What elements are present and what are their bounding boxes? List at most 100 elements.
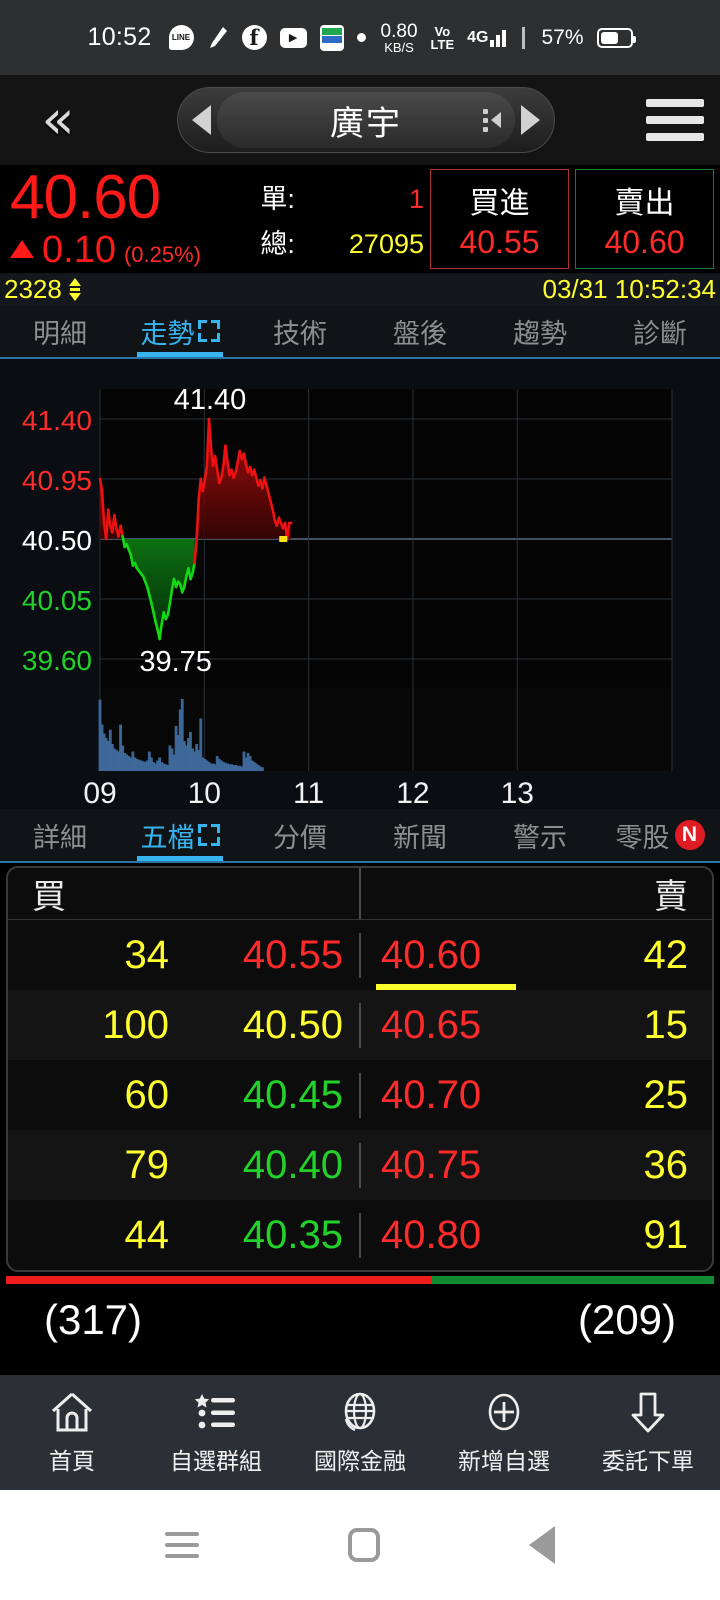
table-row[interactable]: 100 40.50 40.65 15: [8, 990, 712, 1060]
status-time: 10:52: [87, 23, 152, 51]
net-speed: 0.80 KB/S: [381, 22, 418, 54]
tab-jingshi[interactable]: 警示: [480, 809, 600, 861]
stock-code-block[interactable]: 2328: [4, 274, 81, 305]
sell-side: 40.70 25: [361, 1073, 712, 1118]
nav-label: 委託下單: [602, 1448, 694, 1474]
table-row[interactable]: 79 40.40 40.75 36: [8, 1130, 712, 1200]
dot-icon: [356, 33, 366, 42]
buy-price: 40.40: [242, 1142, 343, 1187]
sell-qty: 25: [643, 1072, 689, 1117]
svg-text:40.95: 40.95: [22, 465, 92, 496]
tab-fenjia[interactable]: 分價: [240, 809, 360, 861]
nav-item-home[interactable]: 首頁: [0, 1389, 144, 1476]
brush-icon: [207, 26, 229, 50]
table-row[interactable]: 44 40.35 40.80 91: [8, 1200, 712, 1270]
single-label: 單:: [260, 184, 295, 214]
tab-label: 技術: [273, 318, 327, 349]
stock-code: 2328: [4, 273, 62, 304]
tab-qushi[interactable]: 趨勢: [480, 305, 600, 357]
table-row[interactable]: 60 40.45 40.70 25: [8, 1060, 712, 1130]
table-row[interactable]: 34 40.55 40.60 42: [8, 920, 712, 990]
svg-text:40.50: 40.50: [22, 525, 92, 556]
expand-icon[interactable]: [197, 824, 220, 846]
svg-text:11: 11: [293, 777, 324, 809]
symbol-pill[interactable]: 廣宇: [217, 92, 515, 148]
status-divider: [522, 26, 526, 49]
best-ask-highlight: [376, 984, 516, 990]
sell-qty: 36: [643, 1142, 689, 1187]
tab-panhou[interactable]: 盤後: [360, 305, 480, 357]
intraday-chart[interactable]: 41.40 40.95 40.50 40.05 39.60 09 10 11 12 13 41.40…: [0, 359, 720, 809]
back-button[interactable]: «: [41, 88, 75, 151]
code-bar: 2328 03/31 10:52:34: [0, 273, 720, 305]
sell-side: 40.65 15: [361, 1003, 712, 1048]
tab-wudang[interactable]: 五檔: [120, 809, 240, 861]
tab-xinwen[interactable]: 新聞: [360, 809, 480, 861]
symbol-collapse-icon[interactable]: [483, 108, 501, 132]
buy-price: 40.35: [242, 1212, 343, 1257]
next-symbol-icon[interactable]: [521, 105, 540, 135]
tab-label: 走勢: [140, 318, 195, 349]
tab-jishu[interactable]: 技術: [240, 305, 360, 357]
symbol-selector[interactable]: 廣宇: [177, 87, 555, 153]
page-title: 廣宇: [330, 104, 402, 143]
volume-block: 單: 1 總: 27095: [256, 169, 424, 269]
sell-price: 40.70: [381, 1072, 482, 1117]
buy-qty: 100: [102, 1002, 169, 1047]
tab-zoushi[interactable]: 走勢: [120, 305, 240, 357]
nav-item-global[interactable]: 國際金融: [288, 1389, 432, 1476]
svg-text:39.75: 39.75: [139, 646, 212, 678]
buy-side: 100 40.50: [8, 1002, 361, 1048]
tab-xiangxi[interactable]: 詳細: [0, 809, 120, 861]
buy-side: 60 40.45: [8, 1072, 361, 1118]
signal-icon: 4G: [467, 28, 507, 47]
chart-canvas: 41.40 40.95 40.50 40.05 39.60 09 10 11 12 13 41.40…: [22, 384, 673, 809]
tabs-underline: [0, 357, 720, 359]
tab-label: 詳細: [33, 822, 87, 853]
sell-price: 40.65: [381, 1002, 482, 1047]
star-list-icon: [193, 1389, 239, 1435]
tab-linggu[interactable]: 零股 N: [600, 809, 720, 861]
chart-tabs: 明細 走勢 技術 盤後 趨勢 診斷: [0, 305, 720, 357]
nav-item-watchlist[interactable]: 自選群組: [144, 1389, 288, 1476]
detail-tabs-underline: [0, 861, 720, 863]
prev-symbol-icon[interactable]: [192, 105, 211, 135]
buy-qty: 44: [124, 1212, 170, 1257]
nav-item-add-watch[interactable]: 新增自選: [432, 1389, 576, 1476]
nav-label: 新增自選: [458, 1448, 550, 1474]
tab-zhenduan[interactable]: 診斷: [600, 305, 720, 357]
sell-price: 40.60: [381, 932, 482, 977]
buy-sell-ratio-bar: [6, 1276, 714, 1284]
tab-mingxi[interactable]: 明細: [0, 305, 120, 357]
globe-icon: [337, 1389, 383, 1435]
back-icon[interactable]: [529, 1526, 556, 1564]
buy-side: 34 40.55: [8, 932, 361, 978]
buy-button[interactable]: 買進 40.55: [430, 169, 569, 269]
total-volume-row: 總: 27095: [260, 222, 424, 261]
sell-button[interactable]: 賣出 40.60: [575, 169, 714, 269]
facebook-icon: f: [241, 25, 267, 50]
quote-timestamp: 03/31 10:52:34: [542, 273, 717, 304]
tab-label: 分價: [273, 822, 327, 853]
app-header: « 廣宇: [0, 75, 720, 165]
buy-price: 40.45: [242, 1072, 343, 1117]
buy-qty: 34: [124, 932, 170, 977]
sell-total: (209): [577, 1296, 677, 1343]
change-block: 0.10 (0.25%): [10, 231, 256, 269]
fonepay-icon: [319, 24, 344, 51]
recents-icon[interactable]: [164, 1532, 199, 1558]
sell-button-price: 40.60: [604, 223, 685, 260]
menu-button[interactable]: [632, 99, 704, 141]
last-price: 40.60: [10, 163, 161, 233]
sell-side: 40.60 42: [361, 933, 712, 978]
tab-label: 零股: [615, 822, 670, 853]
net-speed-unit: KB/S: [384, 39, 414, 55]
expand-icon[interactable]: [197, 320, 220, 342]
network-type: 4G: [467, 28, 489, 46]
total-value: 27095: [348, 229, 424, 259]
home-icon[interactable]: [347, 1528, 380, 1562]
nav-item-order[interactable]: 委託下單: [576, 1389, 720, 1476]
line-icon: LINE: [168, 25, 194, 50]
tab-label: 診斷: [633, 318, 687, 349]
buy-button-price: 40.55: [459, 223, 540, 260]
